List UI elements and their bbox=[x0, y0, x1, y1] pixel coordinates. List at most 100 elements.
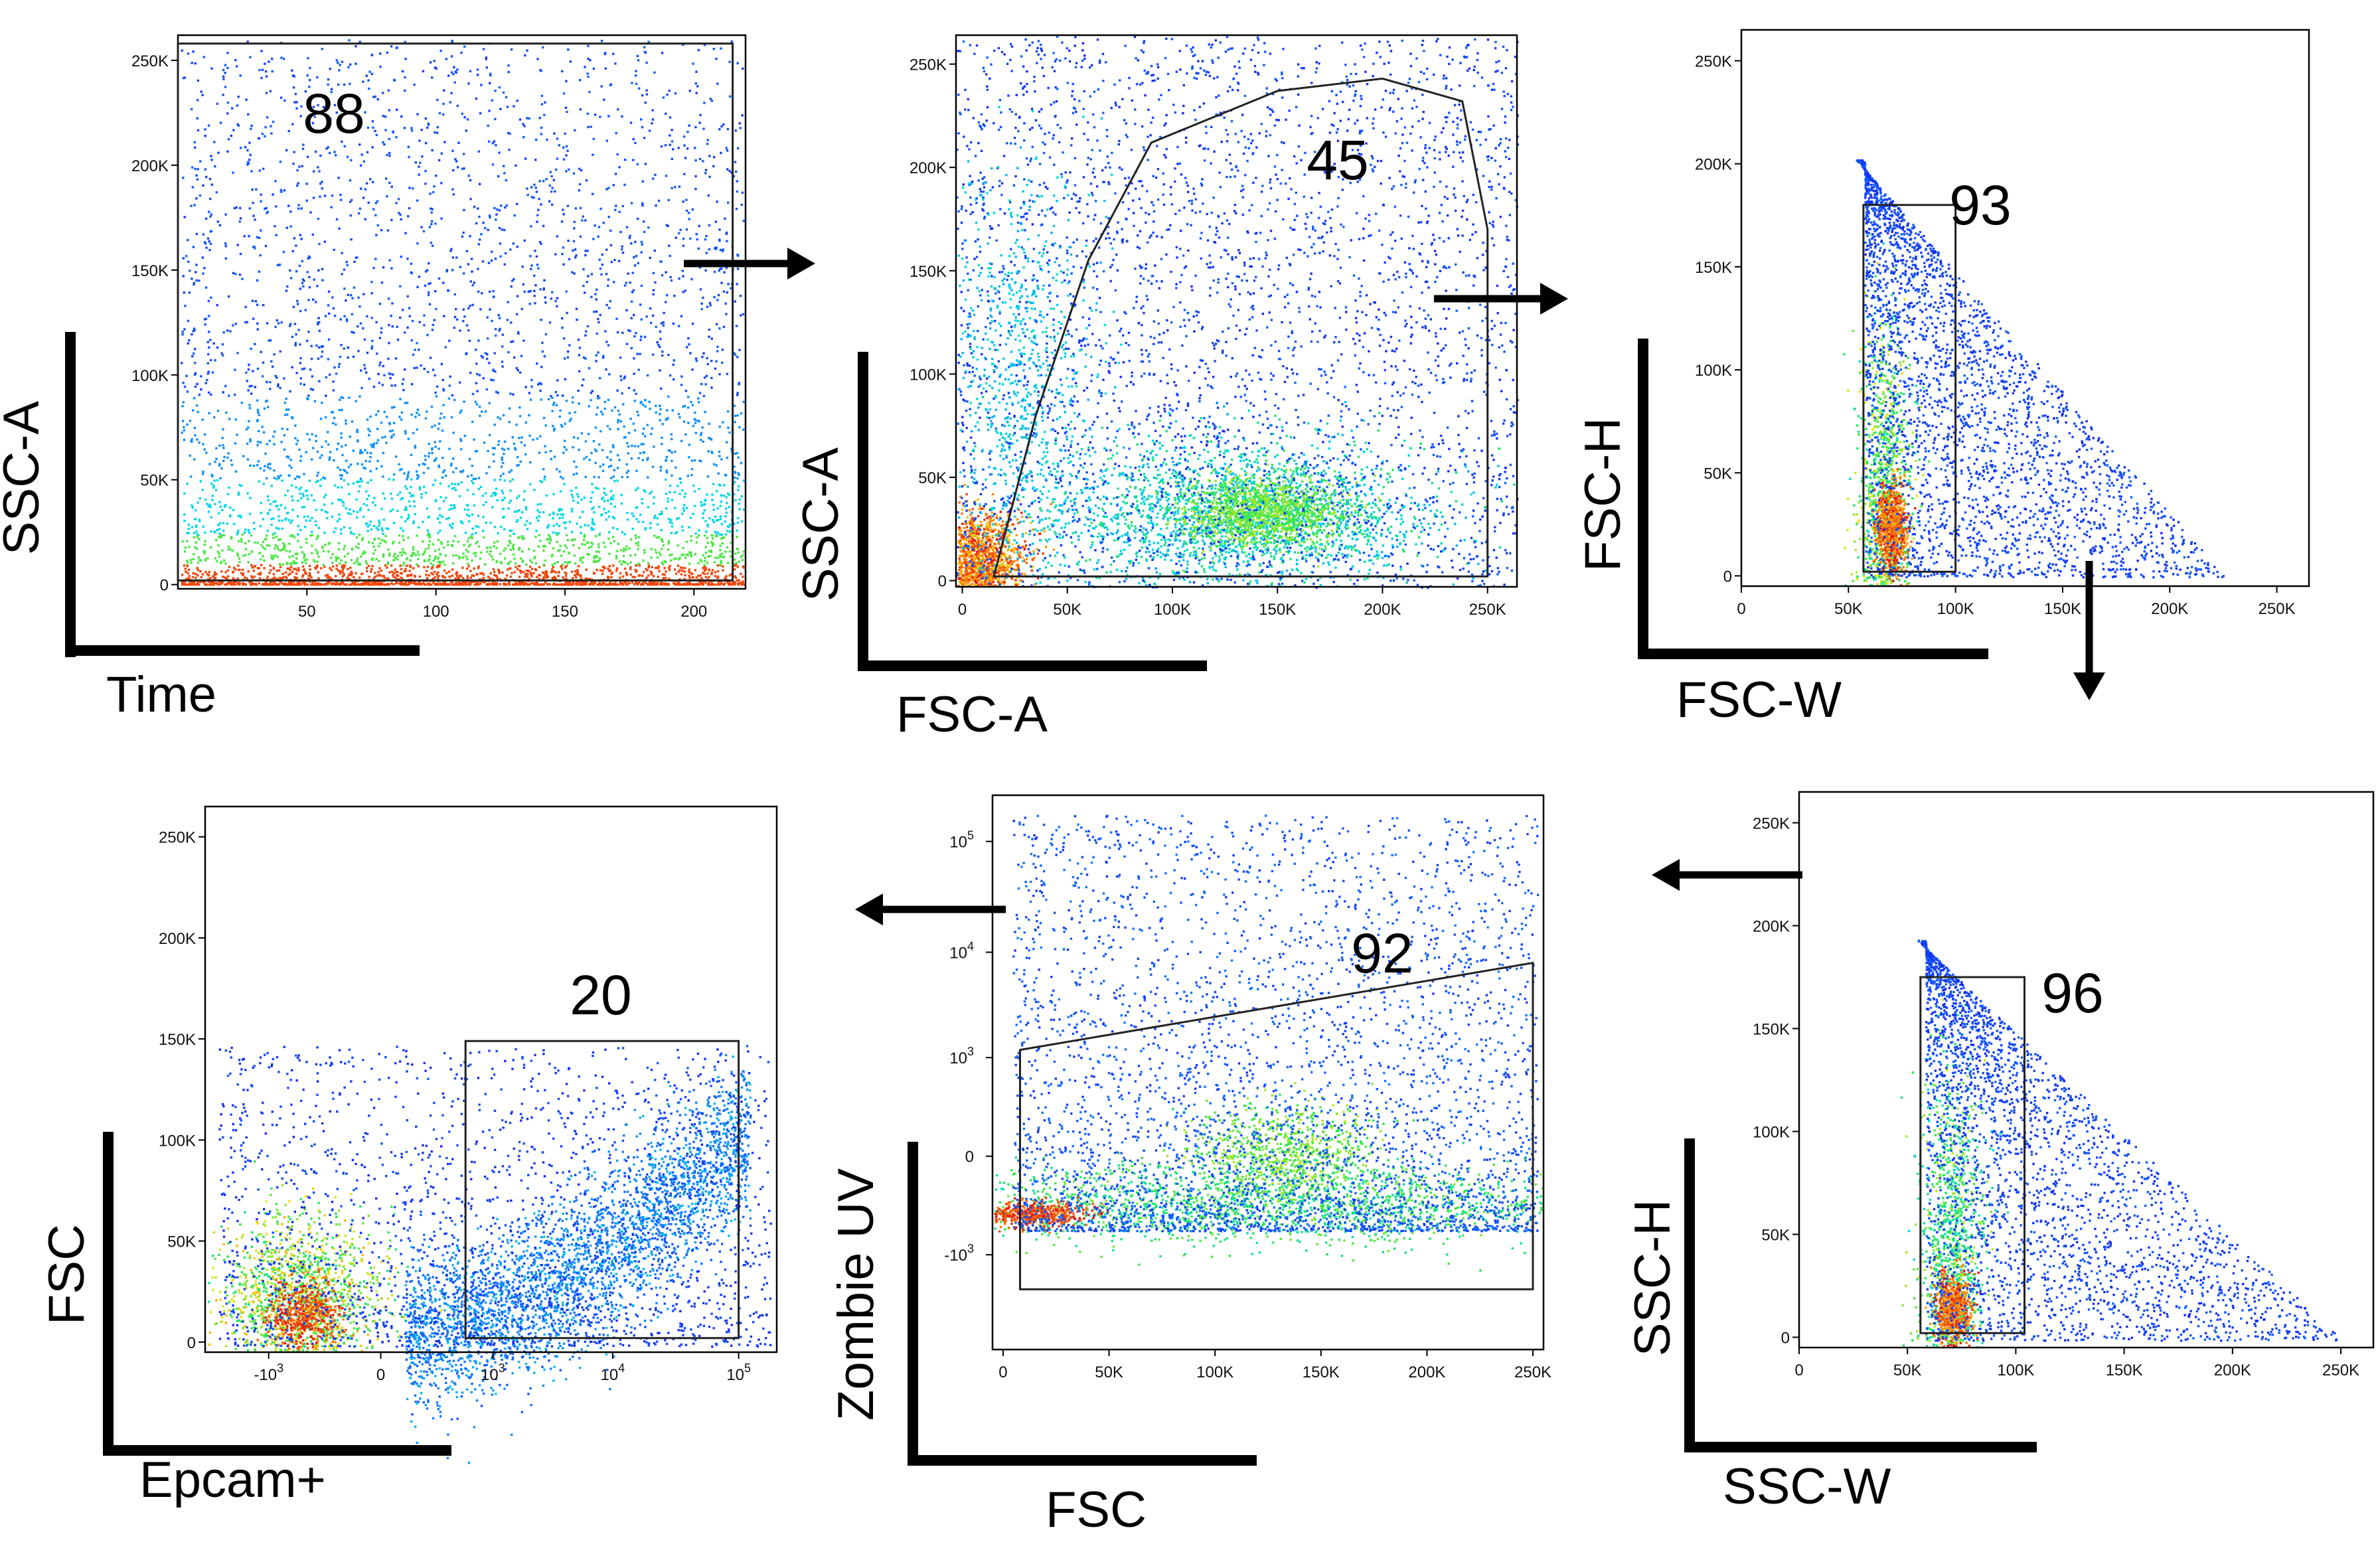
event-dot bbox=[516, 100, 518, 102]
event-dot bbox=[329, 68, 331, 70]
event-dot bbox=[240, 540, 242, 542]
event-dot bbox=[495, 547, 497, 549]
event-dot bbox=[595, 354, 597, 356]
event-dot bbox=[191, 62, 193, 64]
event-dot bbox=[582, 268, 584, 270]
event-dot bbox=[616, 528, 618, 530]
event-dot bbox=[542, 350, 544, 352]
event-dot bbox=[407, 474, 409, 476]
event-dot bbox=[313, 196, 315, 198]
event-dot bbox=[454, 483, 456, 485]
event-dot bbox=[302, 147, 304, 149]
event-dot bbox=[288, 542, 290, 544]
event-dot bbox=[286, 428, 288, 430]
event-dot bbox=[696, 238, 698, 240]
event-dot bbox=[433, 185, 435, 187]
event-dot bbox=[590, 399, 592, 401]
event-dot bbox=[410, 560, 412, 562]
event-dot bbox=[380, 327, 382, 329]
event-dot bbox=[392, 374, 394, 376]
event-dot bbox=[272, 366, 274, 368]
event-dot bbox=[607, 399, 609, 401]
event-dot bbox=[329, 542, 331, 544]
event-dot bbox=[424, 368, 426, 370]
event-dot bbox=[742, 68, 744, 70]
event-dot bbox=[572, 544, 574, 546]
event-dot bbox=[428, 123, 430, 125]
event-dot bbox=[434, 374, 436, 376]
event-dot bbox=[653, 289, 655, 291]
event-dot bbox=[680, 573, 682, 575]
event-dot bbox=[383, 518, 385, 520]
event-dot bbox=[311, 358, 313, 360]
event-dot bbox=[483, 377, 485, 379]
event-dot bbox=[467, 489, 469, 491]
event-dot bbox=[341, 487, 343, 489]
event-dot bbox=[240, 253, 242, 255]
event-dot bbox=[595, 289, 597, 291]
event-dot bbox=[379, 303, 381, 305]
event-dot bbox=[521, 511, 523, 513]
event-dot bbox=[404, 368, 406, 370]
event-dot bbox=[406, 258, 408, 260]
event-dot bbox=[612, 475, 614, 477]
event-dot bbox=[360, 369, 362, 371]
event-dot bbox=[583, 539, 585, 541]
event-dot bbox=[353, 576, 355, 578]
event-dot bbox=[497, 540, 499, 542]
event-dot bbox=[289, 210, 291, 212]
event-dot bbox=[236, 104, 238, 106]
event-dot bbox=[609, 428, 611, 430]
event-dot bbox=[594, 293, 596, 295]
event-dot bbox=[382, 475, 384, 477]
event-dot bbox=[408, 207, 410, 209]
event-dot bbox=[380, 570, 382, 572]
event-dot bbox=[564, 440, 566, 442]
event-dot bbox=[192, 576, 194, 578]
event-dot bbox=[325, 376, 327, 378]
event-dot bbox=[711, 493, 713, 495]
event-dot bbox=[465, 556, 467, 558]
event-dot bbox=[633, 372, 635, 374]
event-dot bbox=[546, 495, 548, 497]
event-dot bbox=[510, 321, 512, 323]
event-dot bbox=[276, 478, 278, 480]
event-dot bbox=[586, 456, 588, 458]
event-dot bbox=[241, 402, 243, 404]
event-dot bbox=[449, 376, 451, 378]
event-dot bbox=[368, 202, 370, 204]
event-dot bbox=[245, 548, 247, 550]
event-dot bbox=[422, 463, 424, 465]
event-dot bbox=[637, 59, 639, 61]
event-dot bbox=[722, 570, 724, 572]
event-dot bbox=[319, 330, 321, 332]
event-dot bbox=[206, 503, 208, 504]
event-dot bbox=[205, 382, 207, 384]
event-dot bbox=[595, 298, 597, 300]
event-dot bbox=[620, 549, 622, 551]
event-dot bbox=[736, 208, 738, 210]
event-dot bbox=[635, 74, 637, 76]
event-dot bbox=[704, 499, 706, 501]
event-dot bbox=[575, 254, 577, 256]
event-dot bbox=[690, 535, 692, 537]
event-dot bbox=[724, 218, 726, 220]
event-dot bbox=[665, 479, 667, 481]
event-dot bbox=[423, 566, 425, 568]
event-dot bbox=[333, 459, 335, 461]
event-dot bbox=[326, 512, 328, 514]
event-dot bbox=[358, 212, 360, 214]
event-dot bbox=[227, 576, 229, 578]
event-dot bbox=[625, 436, 627, 438]
event-dot bbox=[543, 279, 545, 281]
event-dot bbox=[621, 392, 623, 394]
event-dot bbox=[683, 135, 685, 137]
event-dot bbox=[340, 432, 342, 434]
event-dot bbox=[583, 458, 585, 460]
event-dot bbox=[493, 479, 495, 481]
event-dot bbox=[455, 554, 457, 556]
event-dot bbox=[533, 275, 535, 277]
event-dot bbox=[311, 458, 313, 460]
event-dot bbox=[434, 571, 436, 573]
event-dot bbox=[665, 113, 667, 115]
